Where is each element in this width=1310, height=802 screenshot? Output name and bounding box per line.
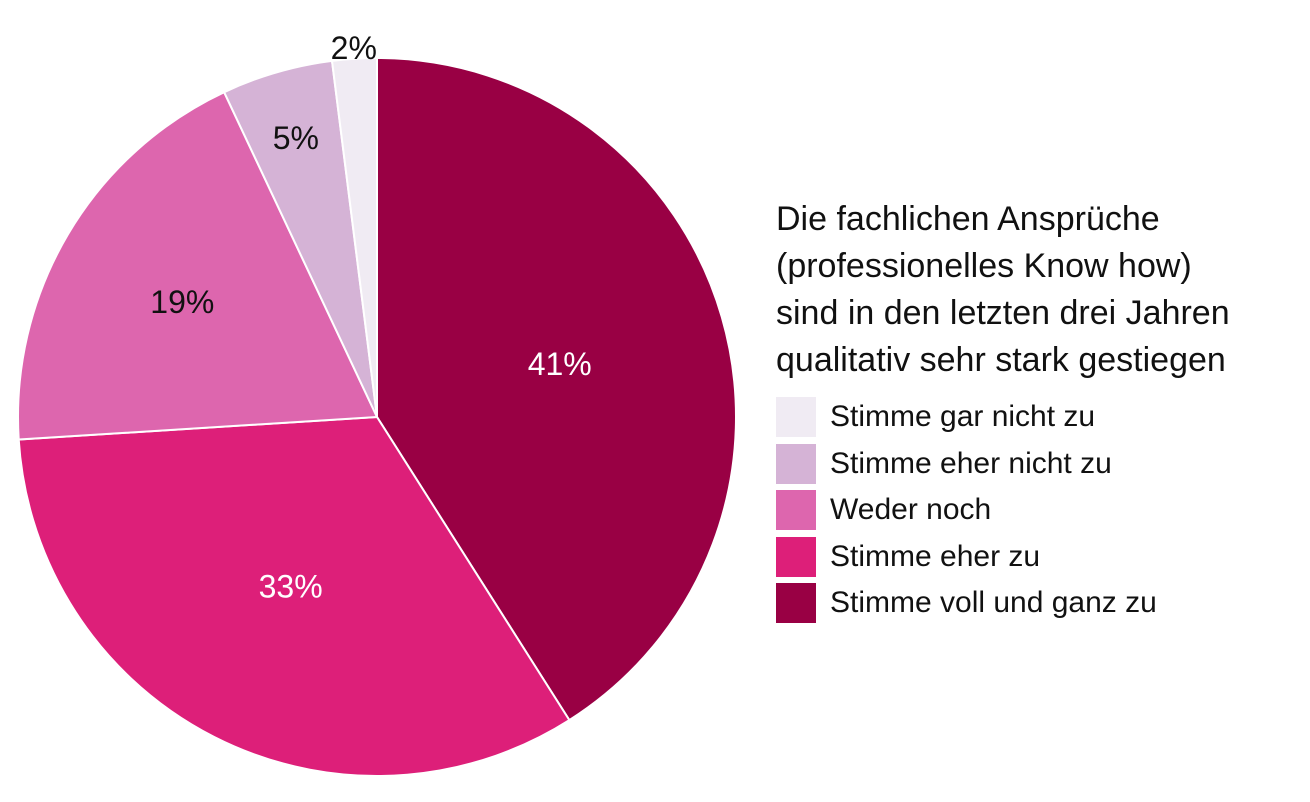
legend-title-line-1: Die fachlichen Ansprüche (776, 200, 1160, 238)
legend-list: Stimme gar nicht zu Stimme eher nicht zu W… (776, 394, 1306, 627)
legend-item: Weder noch (776, 487, 1306, 534)
legend-item: Stimme gar nicht zu (776, 394, 1306, 441)
pie-label-stimme-eher-zu: 33% (259, 569, 323, 605)
legend-label: Stimme eher zu (830, 539, 1041, 573)
legend-title: Die fachlichen Ansprüche (professionelle… (776, 196, 1306, 384)
legend-swatch (776, 583, 816, 624)
pie-slice-stimme-gar-nicht-zu (330, 56, 378, 418)
legend-item: Stimme voll und ganz zu (776, 580, 1306, 627)
pie-label-stimme-gar-nicht-zu: 2% (331, 30, 377, 66)
legend-swatch (776, 443, 816, 484)
pie-label-stimme-voll-und-ganz-zu: 41% (528, 346, 592, 382)
legend-swatch (776, 397, 816, 438)
legend-title-line-3: sind in den letzten drei Jahren (776, 294, 1230, 332)
legend-swatch (776, 490, 816, 531)
pie-slice-stimme-voll-und-ganz-zu (376, 56, 738, 722)
legend: Die fachlichen Ansprüche (professionelle… (776, 196, 1306, 627)
legend-item: Stimme eher zu (776, 534, 1306, 581)
pie-chart: 41% 33% 19% 5% 2% (17, 30, 738, 777)
legend-title-line-2: (professionelles Know how) (776, 247, 1192, 285)
pie-slice-stimme-eher-zu (17, 415, 571, 777)
pie-slice-weder-noch (17, 90, 379, 441)
legend-title-line-4: qualitativ sehr stark gestiegen (776, 341, 1226, 379)
legend-label: Stimme voll und ganz zu (830, 586, 1157, 620)
legend-swatch (776, 536, 816, 577)
legend-item: Stimme eher nicht zu (776, 441, 1306, 488)
legend-label: Weder noch (830, 493, 992, 527)
pie-label-weder-noch: 19% (150, 284, 214, 320)
pie-label-stimme-eher-nicht-zu: 5% (273, 120, 319, 156)
legend-label: Stimme gar nicht zu (830, 400, 1096, 434)
legend-label: Stimme eher nicht zu (830, 446, 1112, 480)
